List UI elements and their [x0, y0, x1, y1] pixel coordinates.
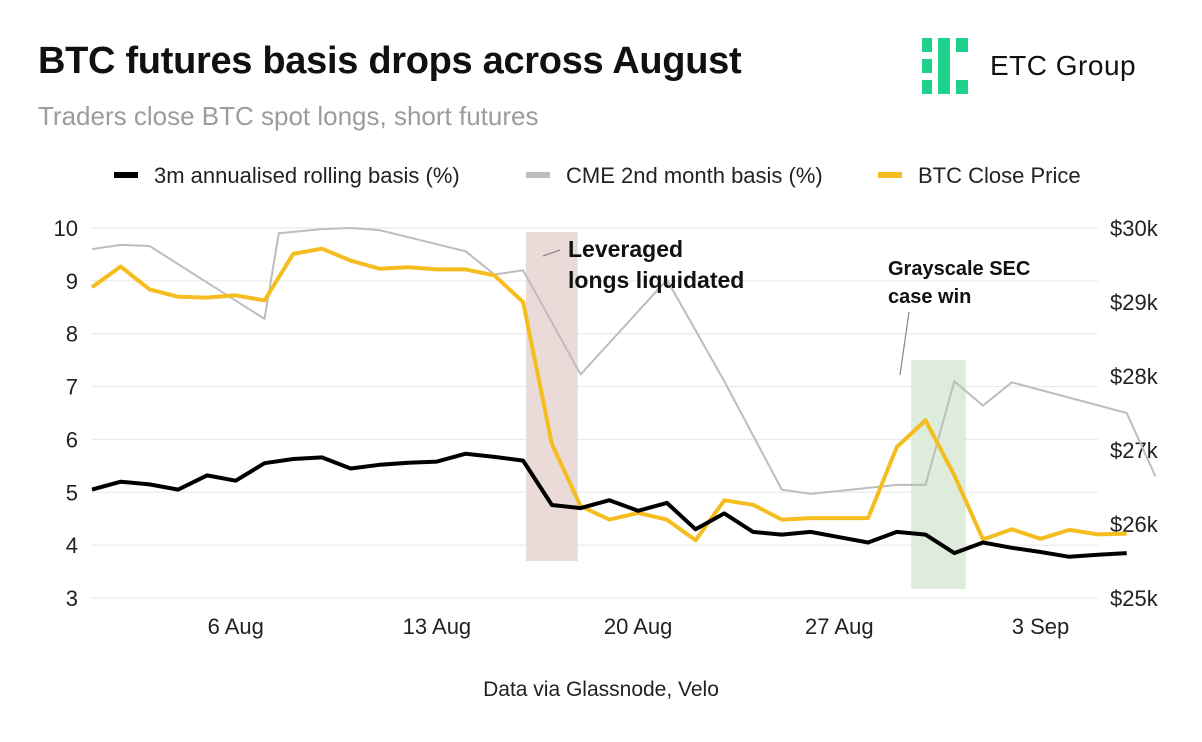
y-right-tick-label: $28k — [1110, 364, 1159, 389]
annotation-liquidation-line-2: longs liquidated — [568, 267, 744, 293]
y-left-tick-label: 9 — [66, 269, 78, 294]
etc-group-logo-icon — [922, 38, 968, 94]
y-left-tick-label: 8 — [66, 322, 78, 347]
annotation-grayscale-line-1: Grayscale SEC — [888, 258, 1030, 280]
x-tick-label: 27 Aug — [805, 614, 874, 639]
y-left-tick-label: 5 — [66, 480, 78, 505]
legend-3m-basis-label: 3m annualised rolling basis (%) — [154, 163, 460, 188]
annotation-grayscale-line-2: case win — [888, 286, 971, 308]
x-tick-label: 3 Sep — [1012, 614, 1070, 639]
y-right-tick-label: $27k — [1110, 438, 1159, 463]
annotation-leader-grayscale — [899, 311, 910, 376]
x-tick-label: 20 Aug — [604, 614, 673, 639]
x-tick-label: 13 Aug — [403, 614, 472, 639]
legend-cme-basis-label: CME 2nd month basis (%) — [566, 163, 823, 188]
logo-text: ETC Group — [990, 50, 1137, 81]
y-right-tick-label: $30k — [1110, 216, 1159, 241]
chart-subtitle: Traders close BTC spot longs, short futu… — [38, 101, 539, 131]
y-right-tick-label: $25k — [1110, 586, 1159, 611]
etc-group-logo: ETC Group — [920, 38, 1170, 94]
y-left-tick-label: 10 — [54, 216, 78, 241]
y-left-tick-label: 4 — [66, 533, 78, 558]
y-left-tick-label: 6 — [66, 427, 78, 452]
y-left-tick-label: 7 — [66, 375, 78, 400]
y-left-tick-label: 3 — [66, 586, 78, 611]
legend-btc-price-label: BTC Close Price — [918, 163, 1081, 188]
series-3m-rolling-basis-line — [91, 451, 1127, 559]
annotation-liquidation-line-1: Leveraged — [568, 236, 683, 262]
series-cme-2nd-month-basis-line — [91, 227, 1157, 495]
series-btc-close-price-line — [90, 246, 1127, 543]
data-source-note: Data via Glassnode, Velo — [483, 678, 719, 701]
y-right-tick-label: $29k — [1110, 290, 1159, 315]
annotation-band-green — [911, 360, 966, 589]
annotation-leader-liquidation — [542, 249, 561, 257]
chart-title: BTC futures basis drops across August — [38, 40, 742, 82]
x-tick-label: 6 Aug — [208, 614, 264, 639]
